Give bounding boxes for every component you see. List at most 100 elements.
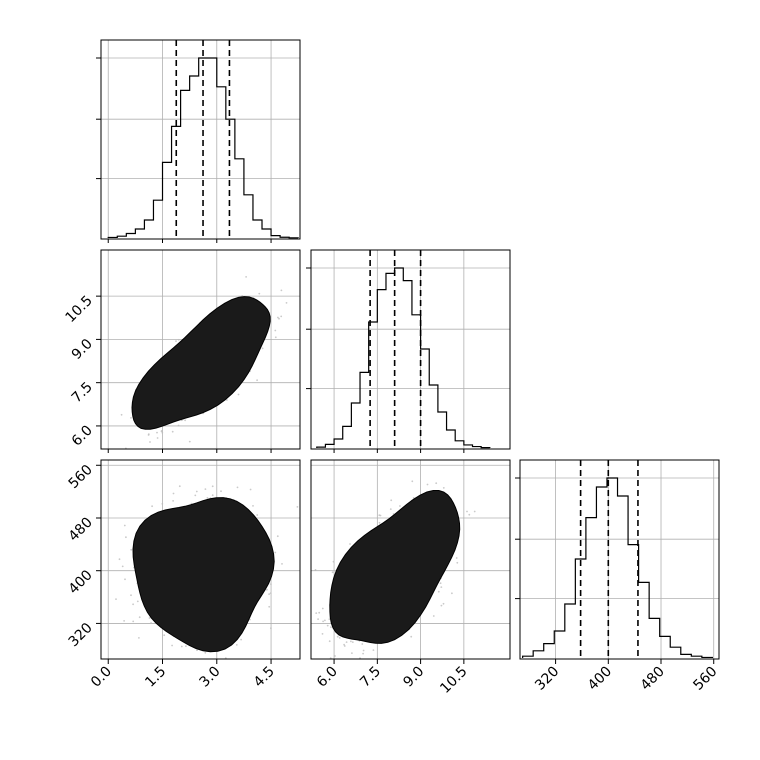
sample-point <box>148 617 151 619</box>
sample-point <box>322 620 324 623</box>
contour-level <box>131 296 271 430</box>
sample-point <box>256 514 259 516</box>
sample-point <box>240 638 243 641</box>
sample-point <box>211 485 214 488</box>
sample-point <box>274 329 277 332</box>
sample-point <box>345 641 348 643</box>
marginal-panel-p0 <box>96 39 301 240</box>
sample-point <box>439 582 442 585</box>
sample-point <box>236 486 239 489</box>
sample-point <box>451 592 453 595</box>
sample-point <box>245 666 247 668</box>
sample-point <box>390 499 393 502</box>
sample-point <box>343 643 345 646</box>
sample-point <box>204 488 207 490</box>
sample-point <box>318 611 321 614</box>
sample-point <box>196 649 198 652</box>
sample-point <box>389 508 392 510</box>
sample-point <box>335 665 337 667</box>
histogram-p1 <box>316 267 491 449</box>
sample-point <box>350 640 352 643</box>
marginal-panel-p1 <box>306 249 511 450</box>
sample-point <box>317 618 319 620</box>
sample-point <box>399 505 401 507</box>
sample-point <box>466 510 468 513</box>
sample-point <box>440 586 443 588</box>
sample-point <box>151 505 154 508</box>
panel-frame <box>100 39 301 240</box>
sample-point <box>138 637 140 639</box>
sample-point <box>138 616 141 619</box>
sample-point <box>220 490 222 493</box>
sample-point <box>277 316 279 319</box>
sample-point <box>274 551 277 554</box>
sample-point <box>156 437 159 439</box>
panel-frame <box>100 459 301 660</box>
sample-point <box>440 604 443 607</box>
sample-point <box>305 661 307 663</box>
sample-point <box>361 643 364 645</box>
sample-point <box>237 393 240 396</box>
sample-point <box>372 649 375 651</box>
sample-point <box>338 637 341 639</box>
sample-point <box>193 659 195 661</box>
sample-point <box>268 605 271 608</box>
sample-point <box>206 497 209 499</box>
sample-point <box>269 592 272 594</box>
sample-point <box>130 417 132 419</box>
sample-point <box>442 602 445 605</box>
sample-point <box>411 480 414 483</box>
sample-point <box>177 424 180 427</box>
sample-point <box>115 598 117 600</box>
sample-point <box>321 633 324 635</box>
sample-point <box>266 588 268 591</box>
sample-point <box>362 649 365 652</box>
sample-point <box>156 431 158 434</box>
sample-point <box>351 641 354 643</box>
sample-point <box>120 413 123 416</box>
sample-point <box>178 485 181 488</box>
sample-point <box>130 594 132 597</box>
sample-point <box>456 561 459 564</box>
sample-point <box>252 505 254 507</box>
panel-frame <box>310 249 511 450</box>
histogram-p0 <box>107 57 299 239</box>
sample-point <box>330 626 332 628</box>
sample-point <box>321 607 324 610</box>
sample-point <box>149 441 151 443</box>
sample-point <box>410 635 413 638</box>
sample-point <box>171 644 174 647</box>
sample-point <box>136 600 139 603</box>
sample-point <box>163 634 166 637</box>
sample-point <box>124 578 126 581</box>
sample-point <box>351 652 353 654</box>
sample-point <box>184 419 187 422</box>
sample-point <box>328 640 331 643</box>
sample-point <box>314 569 317 571</box>
sample-point <box>194 494 197 497</box>
sample-point <box>331 571 334 574</box>
sample-point <box>268 593 270 595</box>
sample-point <box>118 457 120 459</box>
sample-point <box>180 645 183 648</box>
sample-point <box>256 379 258 382</box>
contour-level <box>132 497 275 653</box>
sample-point <box>204 651 207 654</box>
panel-frame <box>519 459 720 660</box>
sample-point <box>281 563 283 565</box>
sample-point <box>118 558 121 561</box>
sample-point <box>132 620 135 623</box>
sample-point <box>226 399 228 401</box>
sample-point <box>249 488 252 491</box>
sample-point <box>175 340 177 342</box>
sample-point <box>473 510 476 513</box>
sample-point <box>437 590 440 593</box>
sample-point <box>245 276 248 278</box>
sample-point <box>336 635 339 638</box>
marginal-panel-p2 <box>515 459 720 660</box>
sample-point <box>296 506 299 508</box>
sample-point <box>185 645 187 647</box>
sample-point <box>195 490 198 493</box>
sample-point <box>261 347 264 350</box>
